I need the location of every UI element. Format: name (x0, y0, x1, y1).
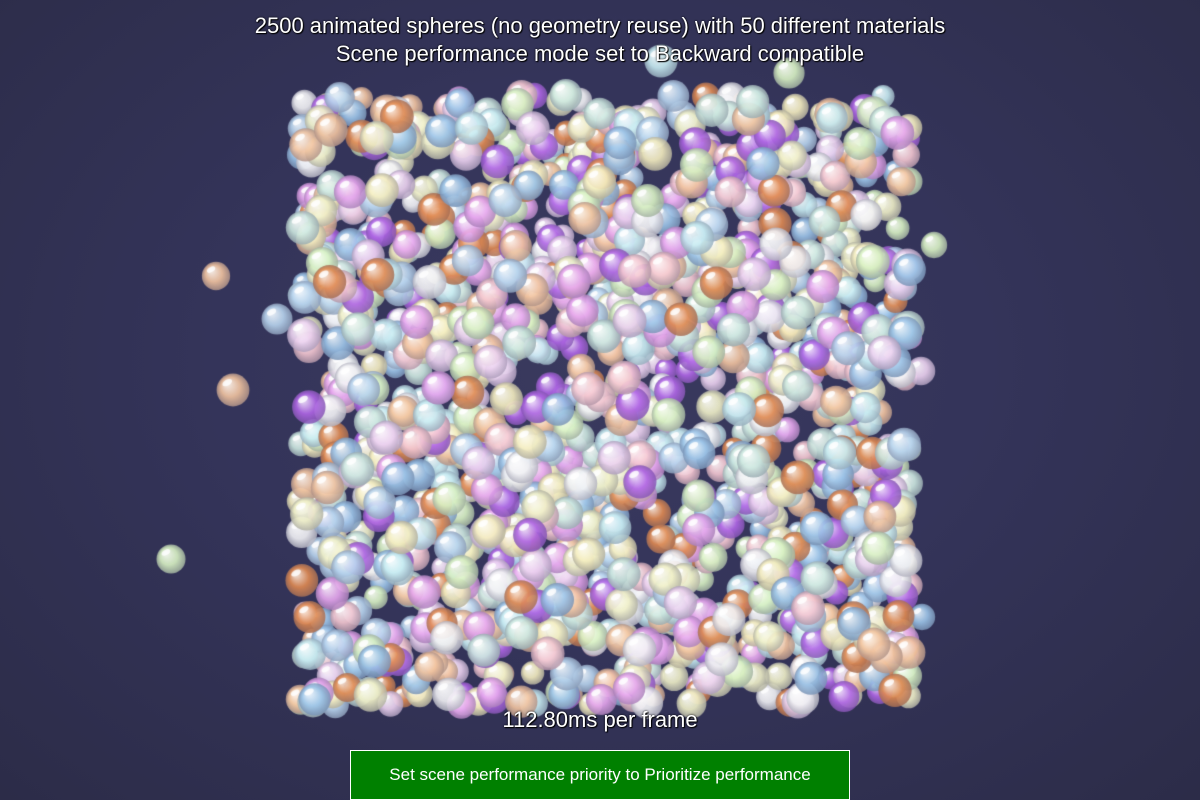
frame-time-readout: 112.80ms per frame (502, 707, 698, 732)
performance-mode-label: Scene performance mode set to Backward c… (335, 41, 865, 66)
set-performance-priority-button[interactable]: Set scene performance priority to Priori… (350, 750, 850, 800)
scene-title: 2500 animated spheres (no geometry reuse… (254, 13, 946, 38)
